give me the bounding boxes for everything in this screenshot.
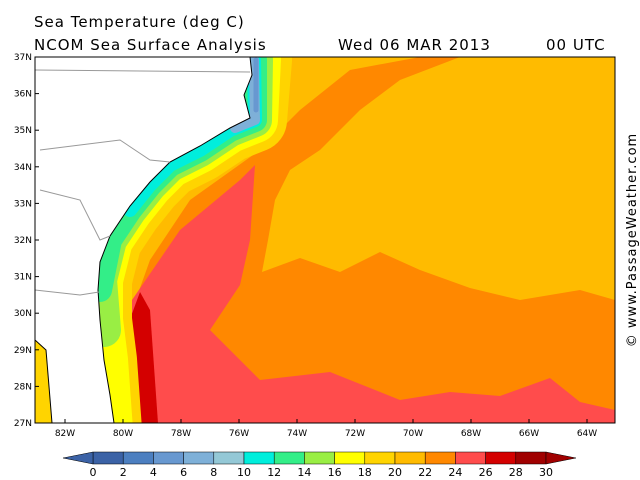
lat-label: 30N xyxy=(14,309,32,319)
gulf-zone xyxy=(35,340,52,423)
lon-label: 74W xyxy=(287,429,307,439)
sea-zone xyxy=(120,165,615,423)
lon-label: 64W xyxy=(577,429,597,439)
colorbar-label: 8 xyxy=(210,466,217,479)
colorbar-band xyxy=(455,451,486,465)
lat-label: 31N xyxy=(14,273,32,283)
colorbar-band xyxy=(424,451,456,465)
lat-label: 27N xyxy=(14,419,32,429)
colorbar-label: 22 xyxy=(418,466,432,479)
colorbar-band xyxy=(183,451,215,465)
colorbar-label: 16 xyxy=(328,466,342,479)
title: Sea Temperature (deg C) xyxy=(34,13,245,31)
lon-label: 78W xyxy=(171,429,191,439)
lat-label: 36N xyxy=(14,90,32,100)
border xyxy=(39,139,171,163)
lon-label: 66W xyxy=(519,429,539,439)
colorbar-band xyxy=(485,451,517,465)
colorbar-band xyxy=(515,451,547,465)
lon-label: 82W xyxy=(55,429,75,439)
colorbar-band xyxy=(243,451,275,465)
colorbar-band xyxy=(304,451,335,465)
lat-label: 28N xyxy=(14,382,32,392)
colorbar-label: 30 xyxy=(539,466,553,479)
colorbar-arrow xyxy=(62,451,94,465)
colorbar-band xyxy=(122,451,154,465)
colorbar-label: 0 xyxy=(90,466,97,479)
colorbar-label: 14 xyxy=(297,466,311,479)
colorbar-band xyxy=(364,451,396,465)
lat-label: 32N xyxy=(14,236,32,246)
colorbar-label: 10 xyxy=(237,466,251,479)
subtitle: NCOM Sea Surface Analysis xyxy=(34,36,267,54)
border xyxy=(35,289,100,296)
colorbar-band xyxy=(153,451,184,465)
lat-label: 34N xyxy=(14,163,32,173)
lon-label: 70W xyxy=(403,429,423,439)
lat-label: 33N xyxy=(14,199,32,209)
lon-label: 80W xyxy=(113,429,133,439)
colorbar-band xyxy=(213,451,245,465)
colorbar-label: 24 xyxy=(448,466,462,479)
sea-zone xyxy=(110,57,615,423)
map xyxy=(35,57,615,423)
lon-label: 76W xyxy=(229,429,249,439)
colorbar-label: 20 xyxy=(388,466,402,479)
colorbar-band xyxy=(273,451,305,465)
colorbar-band xyxy=(394,451,426,465)
date: Wed 06 MAR 2013 xyxy=(338,36,491,54)
colorbar-band xyxy=(334,451,366,465)
colorbar-label: 18 xyxy=(358,466,372,479)
border xyxy=(39,189,111,241)
colorbar-arrow xyxy=(545,451,577,465)
lat-label: 35N xyxy=(14,126,32,136)
lon-label: 72W xyxy=(345,429,365,439)
time: 00 UTC xyxy=(546,36,606,54)
colorbar-label: 26 xyxy=(479,466,493,479)
credit: © www.PassageWeather.com xyxy=(625,133,640,347)
lon-label: 68W xyxy=(461,429,481,439)
border xyxy=(35,69,251,73)
lat-label: 29N xyxy=(14,346,32,356)
lat-label: 37N xyxy=(14,53,32,63)
sea-zone xyxy=(300,195,335,220)
colorbar-label: 2 xyxy=(120,466,127,479)
colorbar-label: 28 xyxy=(509,466,523,479)
colorbar-label: 6 xyxy=(180,466,187,479)
colorbar-label: 4 xyxy=(150,466,157,479)
colorbar-label: 12 xyxy=(267,466,281,479)
colorbar-band xyxy=(92,451,124,465)
